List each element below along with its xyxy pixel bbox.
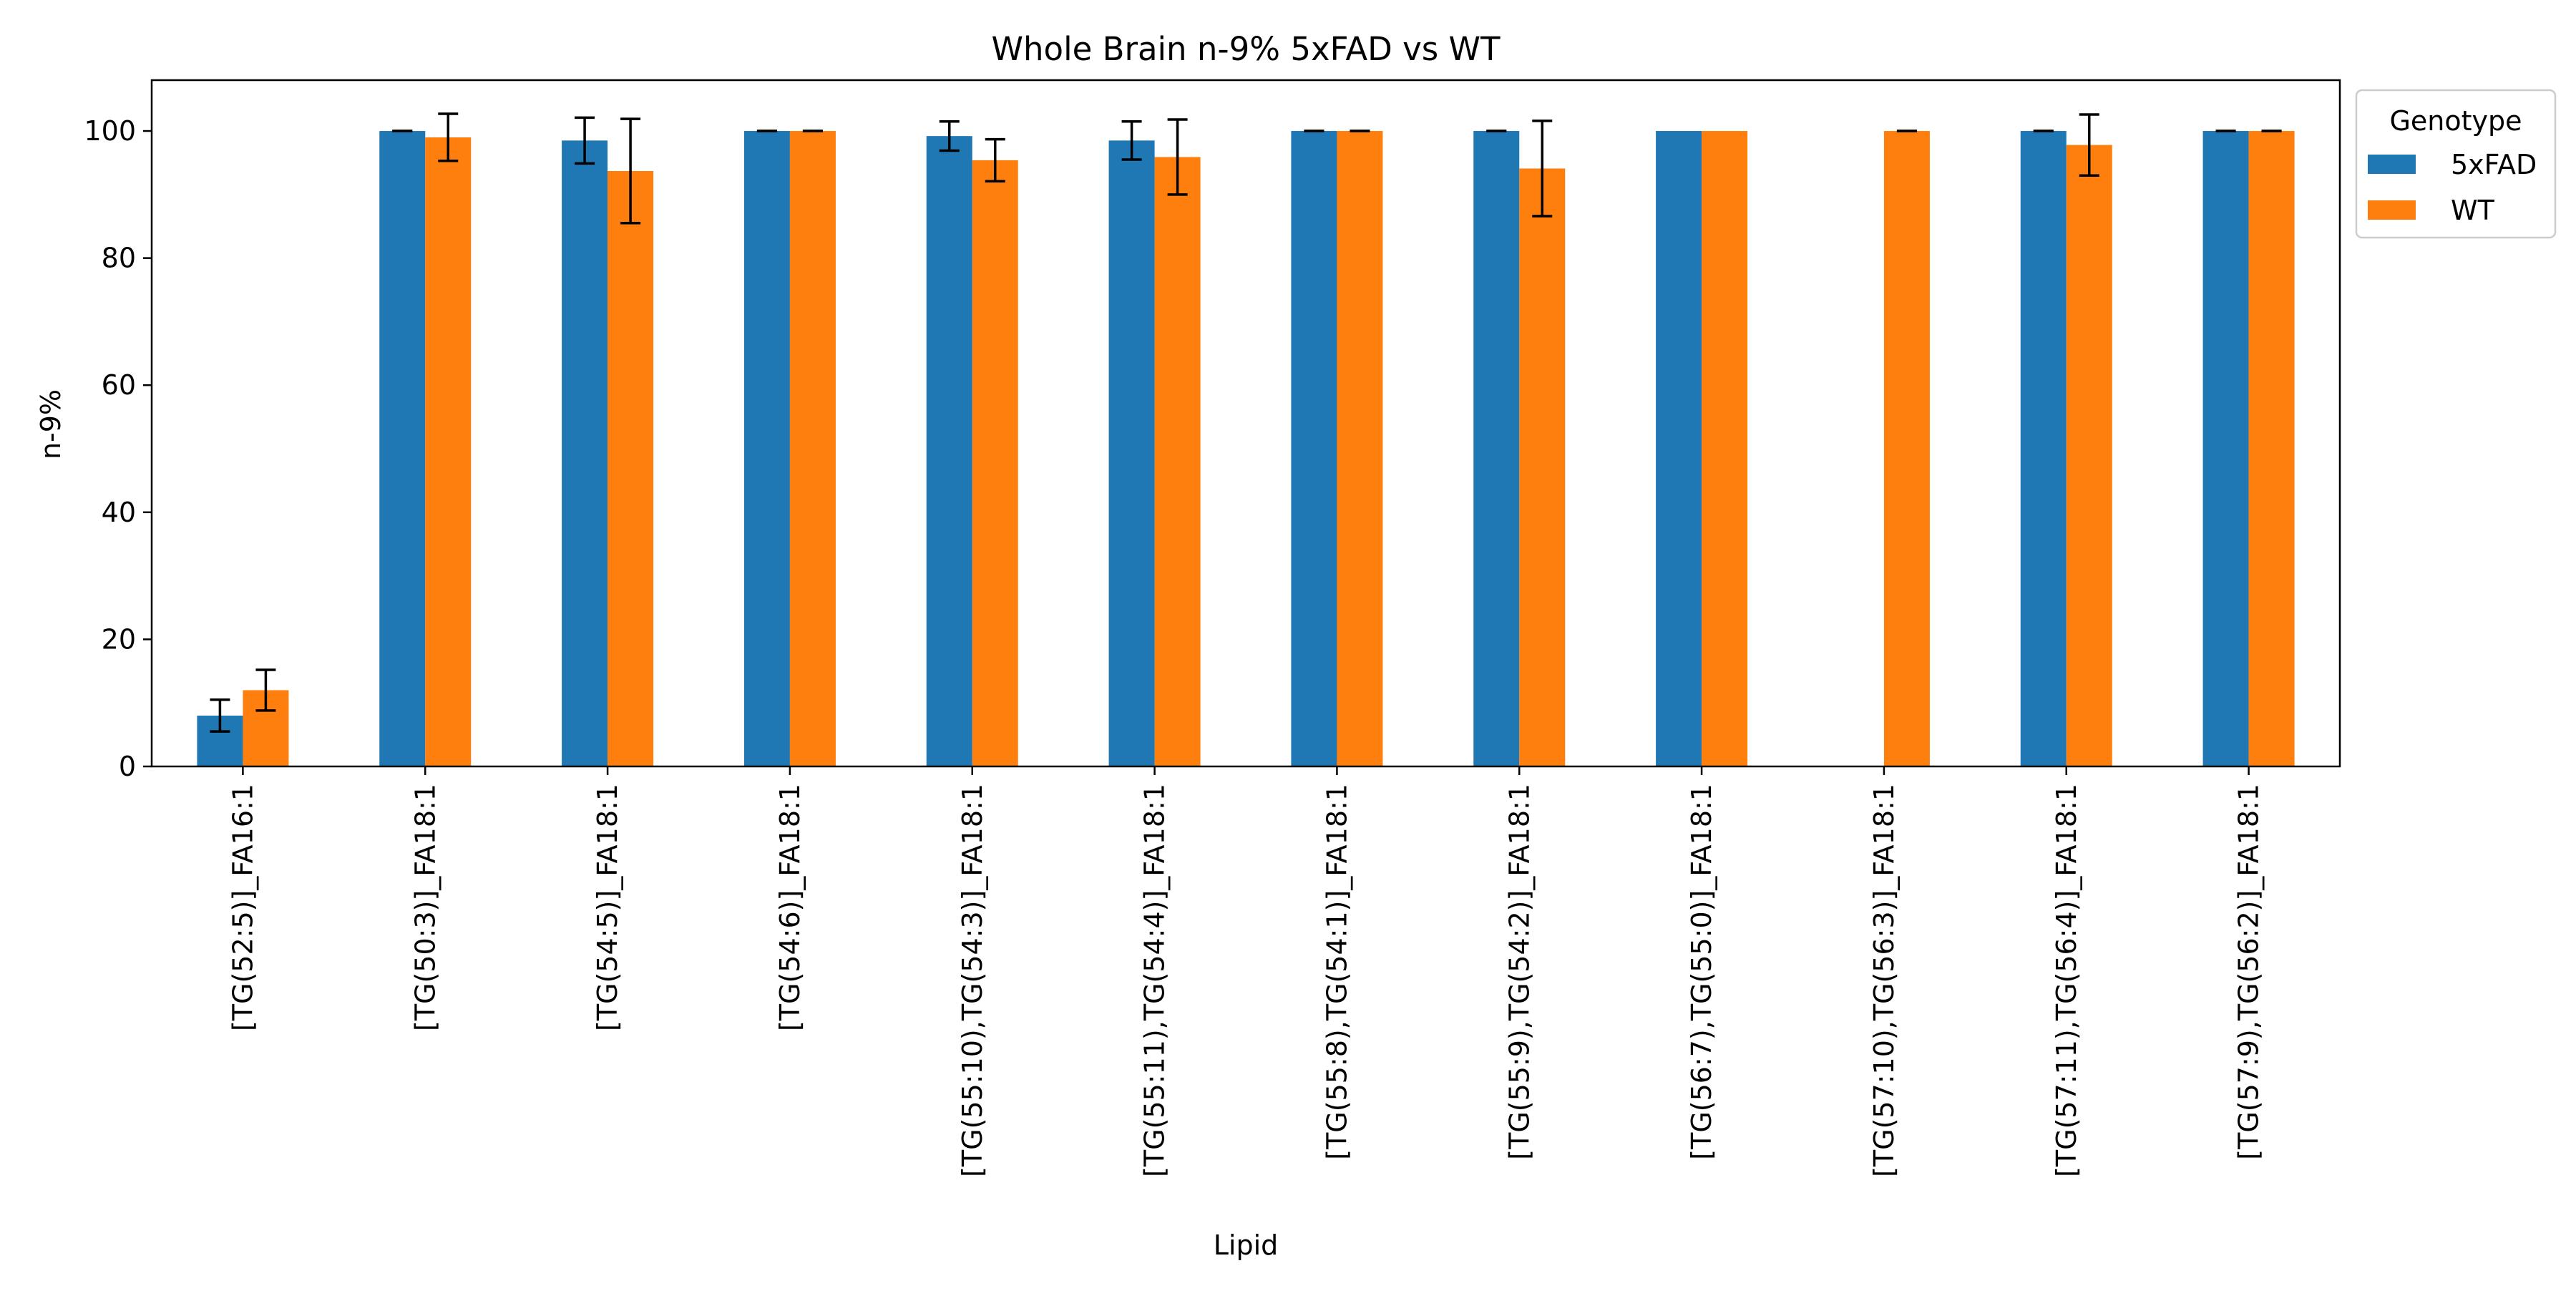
x-tick-label-0: [TG(52:5)]_FA16:1 xyxy=(227,784,258,1031)
bar-wt-2 xyxy=(608,170,654,767)
bar-5xfad-4 xyxy=(926,136,972,766)
plot-area: 0 20 40 60 80 100 [TG(52:5)]_FA16:1 [TG(50:3)]_… xyxy=(84,79,2341,1177)
bar-5xfad-2 xyxy=(562,140,608,767)
bar-5xfad-3 xyxy=(743,131,790,767)
x-tick-label-2: [TG(54:5)]_FA18:1 xyxy=(592,784,623,1031)
bar-wt-6 xyxy=(1337,131,1383,767)
legend-swatch-wt xyxy=(2368,200,2416,220)
y-axis-label: n-9% xyxy=(35,389,67,459)
legend-label-5xfad: 5xFAD xyxy=(2451,149,2537,180)
x-tick-label-4: [TG(55:10),TG(54:3)]_FA18:1 xyxy=(957,784,988,1177)
y-tick-label-20: 20 xyxy=(102,623,136,655)
x-tick-label-3: [TG(54:6)]_FA18:1 xyxy=(774,784,806,1031)
bar-wt-5 xyxy=(1154,157,1201,766)
y-tick-label-100: 100 xyxy=(84,115,136,147)
y-tick-label-80: 80 xyxy=(102,243,136,274)
bar-5xfad-10 xyxy=(2020,131,2067,767)
bar-wt-10 xyxy=(2066,145,2112,766)
bar-5xfad-11 xyxy=(2202,131,2249,767)
bar-5xfad-5 xyxy=(1108,140,1155,767)
legend-label-wt: WT xyxy=(2451,195,2495,226)
chart-title: Whole Brain n-9% 5xFAD vs WT xyxy=(992,30,1501,68)
legend: Genotype 5xFAD WT xyxy=(2355,89,2557,239)
bar-5xfad-8 xyxy=(1656,131,1702,767)
y-tick-label-40: 40 xyxy=(102,497,136,528)
bar-5xfad-7 xyxy=(1473,131,1520,767)
x-axis-label: Lipid xyxy=(1214,1229,1279,1261)
bar-5xfad-6 xyxy=(1291,131,1337,767)
x-tick-label-6: [TG(55:8),TG(54:1)]_FA18:1 xyxy=(1321,784,1352,1160)
plot-frame xyxy=(150,79,2341,768)
bar-wt-4 xyxy=(972,160,1018,766)
bar-wt-11 xyxy=(2248,131,2295,767)
x-tick-label-11: [TG(57:9),TG(56:2)]_FA18:1 xyxy=(2233,784,2265,1160)
legend-title: Genotype xyxy=(2389,105,2522,137)
x-tick-label-8: [TG(56:7),TG(55:0)]_FA18:1 xyxy=(1686,784,1717,1160)
x-tick-label-5: [TG(55:11),TG(54:4)]_FA18:1 xyxy=(1139,784,1171,1177)
legend-swatch-5xfad xyxy=(2368,155,2416,174)
y-tick-label-0: 0 xyxy=(119,751,136,782)
x-tick-label-7: [TG(55:9),TG(54:2)]_FA18:1 xyxy=(1503,784,1535,1160)
bar-wt-1 xyxy=(425,137,472,767)
x-tick-label-1: [TG(50:3)]_FA18:1 xyxy=(409,784,441,1031)
y-tick-label-60: 60 xyxy=(102,369,136,401)
bar-5xfad-1 xyxy=(379,131,426,767)
bar-wt-7 xyxy=(1519,168,1566,766)
bar-wt-9 xyxy=(1883,131,1930,767)
x-tick-label-10: [TG(57:11),TG(56:4)]_FA18:1 xyxy=(2051,784,2082,1177)
bar-wt-3 xyxy=(789,131,836,767)
x-tick-label-9: [TG(57:10),TG(56:3)]_FA18:1 xyxy=(1868,784,1900,1177)
bar-wt-8 xyxy=(1702,131,1748,767)
